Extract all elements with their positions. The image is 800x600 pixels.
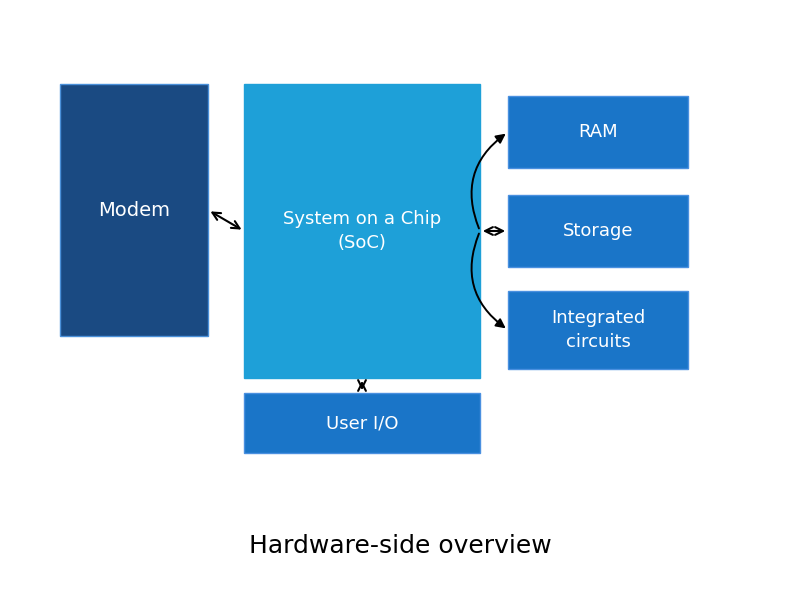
Text: Integrated
circuits: Integrated circuits [551,309,645,351]
FancyBboxPatch shape [244,393,480,453]
FancyBboxPatch shape [508,96,688,168]
FancyBboxPatch shape [508,195,688,267]
Text: Modem: Modem [98,200,170,220]
FancyBboxPatch shape [244,84,480,378]
FancyArrowPatch shape [471,135,504,229]
Text: Storage: Storage [562,222,634,240]
Text: User I/O: User I/O [326,414,398,432]
FancyBboxPatch shape [508,291,688,369]
Text: RAM: RAM [578,123,618,141]
FancyBboxPatch shape [60,84,208,336]
Text: System on a Chip
(SoC): System on a Chip (SoC) [283,210,441,252]
Text: Hardware-side overview: Hardware-side overview [249,534,551,558]
FancyArrowPatch shape [471,233,504,327]
